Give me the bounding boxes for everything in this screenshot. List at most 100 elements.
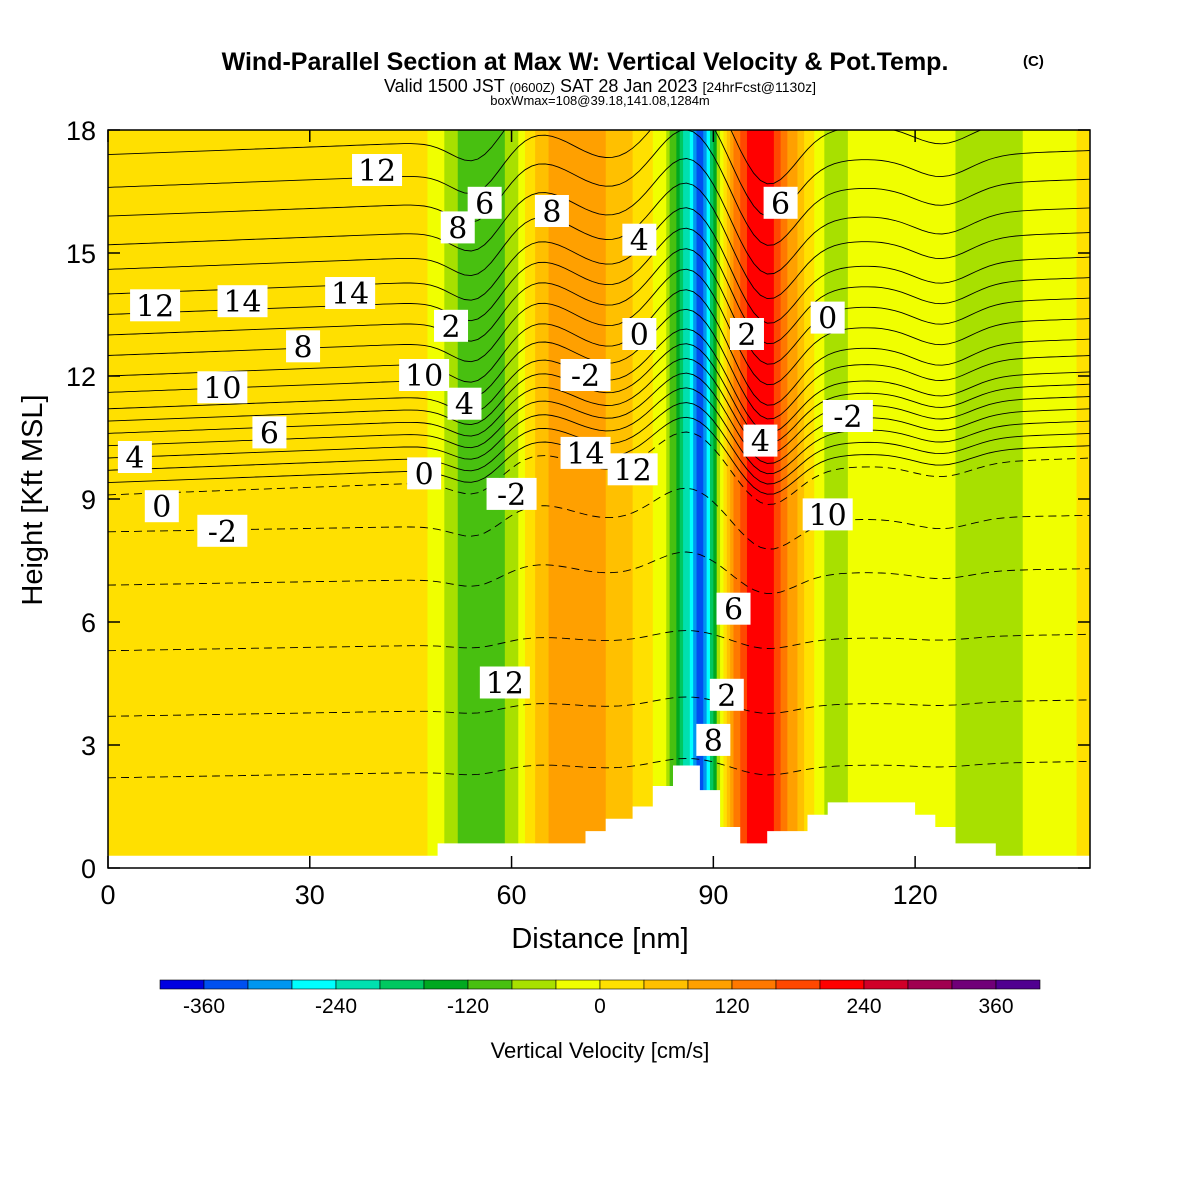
w-band xyxy=(874,130,879,868)
colorbar-swatch xyxy=(951,979,997,990)
colorbar: -360 -240 -120 0 120 240 360 xyxy=(159,979,1041,1018)
w-band xyxy=(931,130,936,868)
w-band xyxy=(592,130,597,868)
w-band xyxy=(857,130,862,868)
w-band xyxy=(407,130,412,868)
w-band xyxy=(430,130,435,868)
contour-label: 12 xyxy=(136,289,174,324)
contour-label-bg xyxy=(810,301,845,334)
contour-label-bg xyxy=(352,154,403,186)
colorbar-swatch xyxy=(819,979,865,990)
w-band xyxy=(733,130,738,868)
w-band xyxy=(898,130,903,868)
w-band xyxy=(979,130,983,868)
w-band xyxy=(955,130,960,868)
theta-contour xyxy=(108,130,982,185)
w-band xyxy=(363,130,368,868)
w-band xyxy=(545,130,550,868)
contour-label: 10 xyxy=(203,371,241,406)
contour-label-group: 12 xyxy=(352,154,403,189)
contour-label-group: 2 xyxy=(709,678,744,714)
colorbar-tick-label: 360 xyxy=(978,995,1013,1018)
colorbar-tick-label: -120 xyxy=(447,995,489,1018)
contour-label-bg xyxy=(743,424,778,457)
w-band xyxy=(928,130,933,868)
contour-label-group: 6 xyxy=(716,592,751,628)
w-band xyxy=(289,130,294,868)
contour-label-group: 8 xyxy=(696,723,731,759)
w-band xyxy=(366,130,371,868)
colorbar-tick-label: -360 xyxy=(183,995,225,1018)
y-tick-label: 15 xyxy=(66,239,96,269)
w-band xyxy=(249,130,254,868)
w-band xyxy=(471,130,476,868)
w-band xyxy=(868,130,873,868)
x-tick-label: 0 xyxy=(100,880,115,910)
w-band xyxy=(908,130,913,868)
contour-label-group: -2 xyxy=(486,477,537,513)
colorbar-swatch xyxy=(643,979,689,990)
contour-label-group: 4 xyxy=(117,441,152,476)
w-band xyxy=(985,130,990,868)
w-band xyxy=(662,130,667,868)
contour-label-group: 0 xyxy=(622,318,657,353)
w-band xyxy=(911,130,916,868)
contour-label: 14 xyxy=(223,285,261,320)
w-band xyxy=(128,130,133,868)
contour-label-bg xyxy=(286,330,321,363)
w-band xyxy=(666,130,671,868)
w-band xyxy=(864,130,869,868)
colorbar-tick-label: 240 xyxy=(846,995,881,1018)
w-band xyxy=(454,130,459,868)
w-band xyxy=(925,130,930,868)
w-band xyxy=(736,130,741,868)
w-band xyxy=(414,130,418,868)
contour-label-bg xyxy=(822,400,873,432)
w-band xyxy=(612,130,617,868)
w-band xyxy=(551,130,556,868)
x-tick-label: 60 xyxy=(497,880,527,910)
y-tick-label: 12 xyxy=(66,362,96,392)
w-band xyxy=(235,130,240,868)
w-band xyxy=(585,130,590,868)
w-band xyxy=(659,130,664,868)
w-band xyxy=(1012,130,1017,868)
contour-label: 4 xyxy=(125,441,144,476)
w-band xyxy=(578,130,583,868)
contour-label-bg xyxy=(622,318,657,350)
w-band xyxy=(562,130,566,868)
contour-label-bg xyxy=(217,285,268,318)
w-band xyxy=(652,130,657,868)
w-band xyxy=(777,130,782,868)
contour-label-group: 6 xyxy=(763,186,798,222)
y-tick-label: 6 xyxy=(81,608,96,638)
colorbar-swatch xyxy=(467,979,513,990)
w-band xyxy=(602,130,607,868)
y-tick-label: 9 xyxy=(81,485,96,515)
colorbar-swatch xyxy=(687,979,733,990)
w-band xyxy=(410,130,415,868)
w-band xyxy=(535,130,540,868)
colorbar-swatch xyxy=(423,979,469,990)
x-tick-label: 120 xyxy=(893,880,938,910)
colorbar-swatch xyxy=(731,979,777,990)
w-band xyxy=(181,130,186,868)
w-band xyxy=(871,130,876,868)
w-band xyxy=(316,130,321,868)
contour-label-group: 4 xyxy=(447,387,482,423)
contour-label-bg xyxy=(197,371,248,404)
w-band xyxy=(1056,130,1061,868)
contour-label-bg xyxy=(407,457,442,490)
w-band xyxy=(773,130,778,868)
w-band xyxy=(477,130,482,868)
w-band xyxy=(424,130,429,868)
w-band xyxy=(999,130,1004,868)
contour-label-group: 14 xyxy=(217,285,268,320)
w-band xyxy=(750,130,755,868)
w-band xyxy=(1063,130,1068,868)
w-band xyxy=(387,130,392,868)
w-band xyxy=(121,130,126,868)
w-band xyxy=(723,130,728,868)
w-band xyxy=(225,130,230,868)
contour-label: 6 xyxy=(771,187,790,222)
